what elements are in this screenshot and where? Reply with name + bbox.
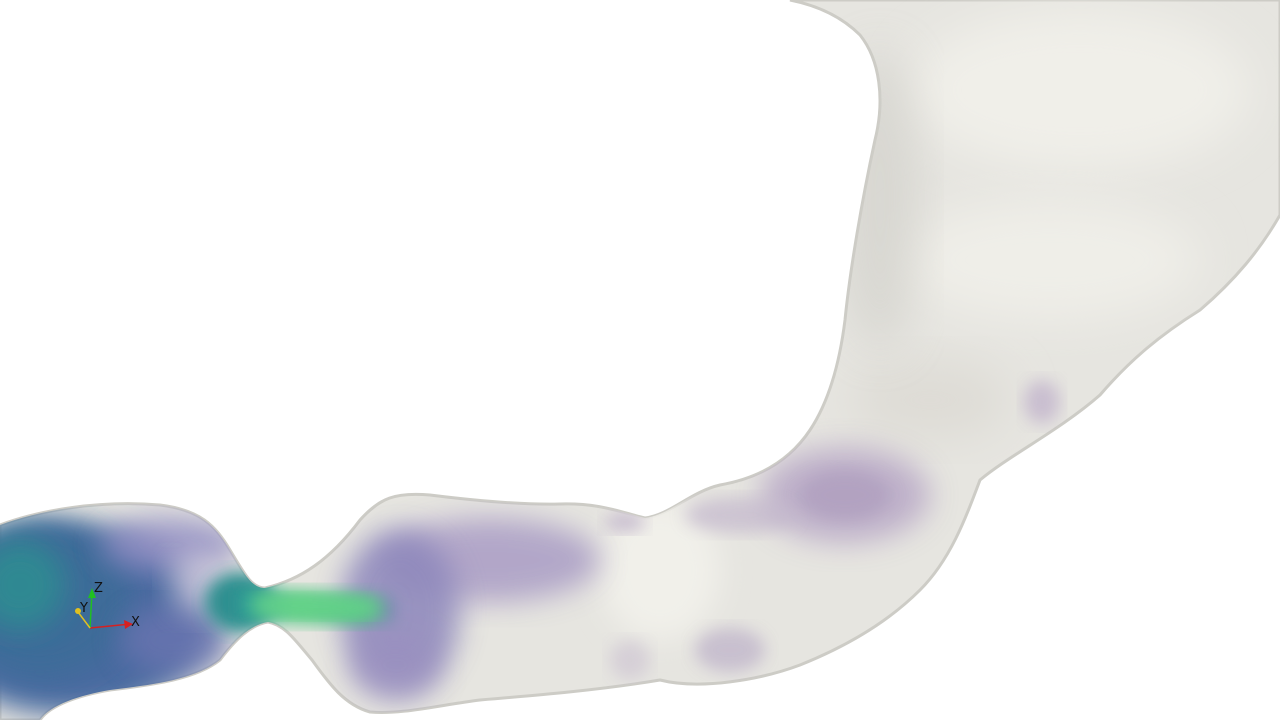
volume-interior [0, 10, 1250, 715]
x-axis-arrow [124, 620, 133, 629]
y-axis-line [77, 611, 91, 629]
z-axis-label: Z [94, 581, 103, 596]
x-axis-label: X [131, 615, 140, 630]
y-axis-label: Y [79, 601, 88, 616]
y-axis-arrow [75, 608, 81, 614]
z-axis-arrow [88, 588, 96, 598]
orientation-axes: X Y Z [75, 581, 140, 630]
x-axis-line [89, 623, 131, 629]
